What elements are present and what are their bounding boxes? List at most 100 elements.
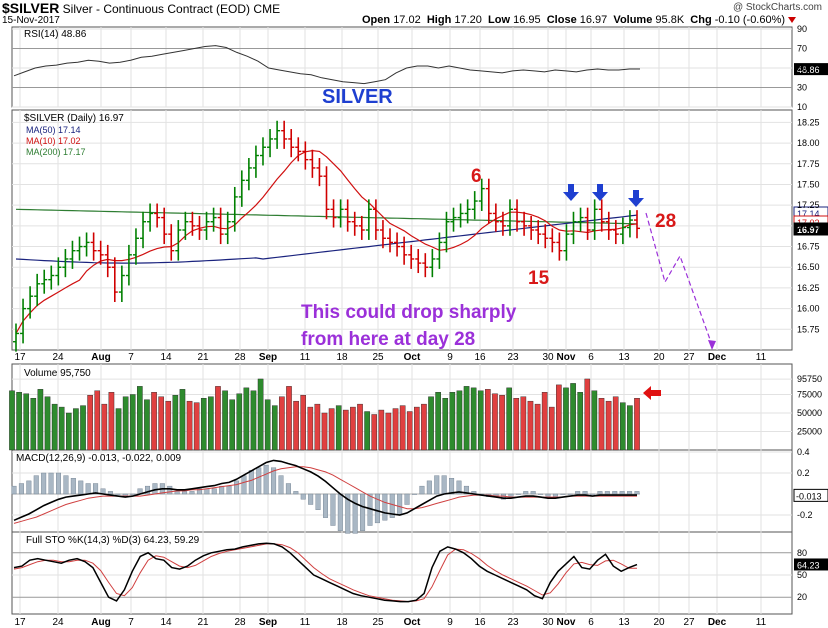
macd-histogram-bar xyxy=(300,493,306,500)
volume-layer xyxy=(9,378,640,451)
price-bar xyxy=(436,232,443,269)
price-bar xyxy=(210,207,217,232)
down-arrow-icon xyxy=(563,184,579,201)
macd-value-tag xyxy=(793,488,828,502)
note-line-2: from here at day 28 xyxy=(301,329,475,350)
price-tick-label: 16.75 xyxy=(797,242,820,252)
price-bar xyxy=(387,228,394,253)
macd-histogram-bar xyxy=(256,467,262,495)
volume-bar xyxy=(506,387,512,451)
chart-date: 15-Nov-2017 xyxy=(2,15,60,26)
price-bar xyxy=(612,220,619,245)
rsi-value-tag xyxy=(794,63,828,76)
macd-histogram-bar xyxy=(26,480,32,495)
macd-histogram-bar xyxy=(189,491,195,495)
macd-histogram-bar xyxy=(78,480,84,495)
volume-bar xyxy=(307,406,314,451)
volume-bar xyxy=(222,390,228,451)
sto-tick-label: 20 xyxy=(797,592,807,602)
volume-bar xyxy=(23,393,30,451)
macd-histogram-bar xyxy=(382,493,388,521)
volume-bar xyxy=(485,389,491,451)
volume-bar xyxy=(513,398,520,451)
volume-bar xyxy=(335,405,342,451)
volume-bar xyxy=(314,403,321,451)
volume-bar xyxy=(534,403,541,451)
sto-value-label: 64.23 xyxy=(797,560,820,570)
volume-bar xyxy=(350,406,356,451)
silver-title-annotation: SILVER xyxy=(322,86,393,108)
macd-histogram-bar xyxy=(412,493,418,495)
rsi-tick-label: 10 xyxy=(797,102,807,112)
price-tick-label: 18.00 xyxy=(797,138,820,148)
price-bar xyxy=(337,199,344,228)
macd-histogram-bar xyxy=(204,488,210,495)
price-bar xyxy=(168,224,175,261)
macd-histogram-bar xyxy=(515,493,521,495)
volume-bar xyxy=(193,402,200,451)
volume-bar xyxy=(37,389,44,451)
volume-bar xyxy=(165,400,172,451)
macd-histogram-bar xyxy=(85,483,91,495)
macd-histogram-bar xyxy=(463,485,469,495)
volume-bar xyxy=(300,395,306,451)
volume-bar xyxy=(591,390,598,451)
macd-histogram-bar xyxy=(211,488,217,495)
symbol: $SILVER xyxy=(2,0,60,16)
close-value: 16.97 xyxy=(579,14,608,26)
macd-histogram-bar xyxy=(419,485,425,495)
volume-bar xyxy=(378,409,385,451)
price-bar xyxy=(203,211,210,240)
volume-bar xyxy=(385,412,392,451)
price-bar xyxy=(450,207,457,232)
macd-line xyxy=(13,459,637,522)
rsi-layer: 48.86 xyxy=(13,45,828,85)
x-tick-label: 16 xyxy=(474,352,486,363)
price-bar xyxy=(598,199,605,232)
price-bar xyxy=(605,211,612,240)
macd-histogram-bar xyxy=(426,480,432,495)
price-bar xyxy=(83,232,90,257)
price-tick-label: 16.00 xyxy=(797,304,820,314)
price-bar xyxy=(154,203,161,228)
volume-bar xyxy=(520,396,527,451)
volume-bar xyxy=(492,393,498,451)
volume-bar xyxy=(94,390,101,451)
volume-bar xyxy=(271,405,278,451)
macd-layer: -0.013 xyxy=(11,459,828,534)
ma50-legend: MA(50) 17.14 xyxy=(26,125,81,135)
rsi-legend: RSI(14) 48.86 xyxy=(24,29,87,40)
price-bar xyxy=(217,207,224,245)
macd-histogram-bar xyxy=(530,491,536,495)
macd-histogram-bar xyxy=(263,464,269,495)
x-tick-label: Aug xyxy=(91,352,110,363)
price-bar xyxy=(140,211,147,249)
macd-histogram-bar xyxy=(545,493,551,497)
price-bar xyxy=(478,178,485,211)
sto-k-line xyxy=(13,542,638,603)
volume-bar xyxy=(343,409,349,451)
down-triangle-icon xyxy=(788,17,797,24)
macd-histogram-bar xyxy=(345,493,351,534)
price-bar xyxy=(619,217,626,245)
x-tick-label: Aug xyxy=(91,617,110,628)
price-bar xyxy=(471,191,478,220)
x-tick-label: 28 xyxy=(234,352,246,363)
macd-histogram-bar xyxy=(56,472,62,495)
price-tick-label: 16.25 xyxy=(797,283,820,293)
price-bar xyxy=(528,215,535,240)
volume-bar xyxy=(122,396,129,451)
price-bar xyxy=(182,211,189,240)
left-arrow-icon xyxy=(643,386,661,400)
macd-histogram-bar xyxy=(115,493,121,495)
price-bar xyxy=(535,220,542,245)
rsi-tick-label: 70 xyxy=(797,44,807,54)
high-label: High xyxy=(426,14,452,26)
x-tick-label: 6 xyxy=(588,617,594,628)
price-bar xyxy=(577,207,584,232)
stockcharts-credit: @ StockCharts.com xyxy=(732,2,822,13)
price-bar xyxy=(13,323,19,352)
macd-histogram-bar xyxy=(523,491,529,495)
volume-bar xyxy=(208,396,214,451)
